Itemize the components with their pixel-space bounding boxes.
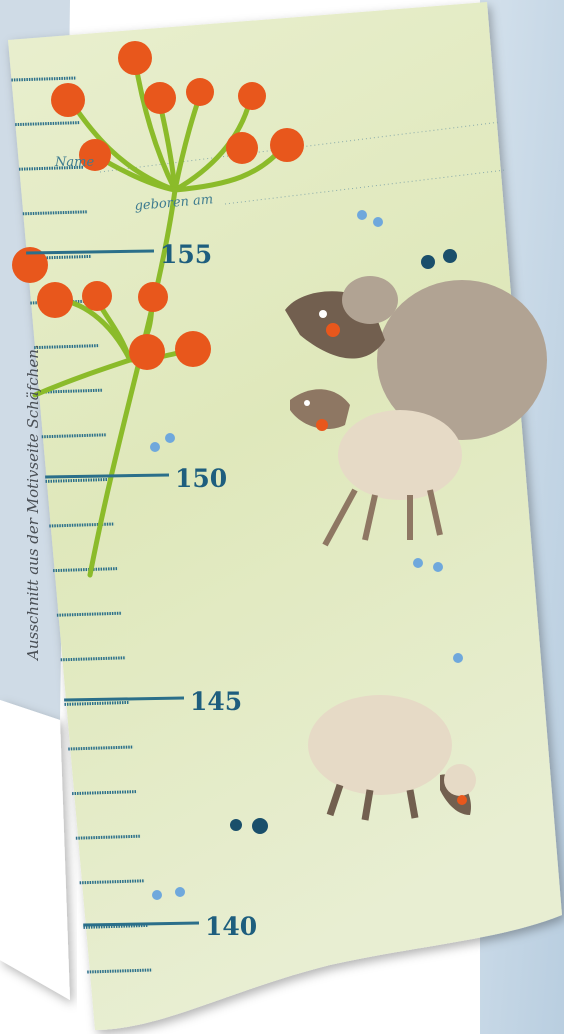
caption: Ausschnitt aus der Motivseite Schäfchen.	[24, 344, 42, 662]
ruler-label: 155	[160, 240, 212, 269]
major-tick	[26, 251, 154, 253]
ruler-label: 150	[175, 464, 227, 493]
major-tick	[45, 475, 169, 477]
major-tick	[83, 923, 199, 925]
name-label: Name	[54, 155, 94, 170]
page: {"caption": "Ausschnitt aus der Motivsei…	[0, 0, 564, 1034]
white-card	[0, 700, 70, 1000]
major-tick	[64, 698, 184, 700]
ruler-label: 145	[190, 687, 242, 716]
product-image: Name geboren am 155150145140 Ausschnitt …	[0, 0, 564, 1034]
ruler-label: 140	[205, 912, 257, 941]
